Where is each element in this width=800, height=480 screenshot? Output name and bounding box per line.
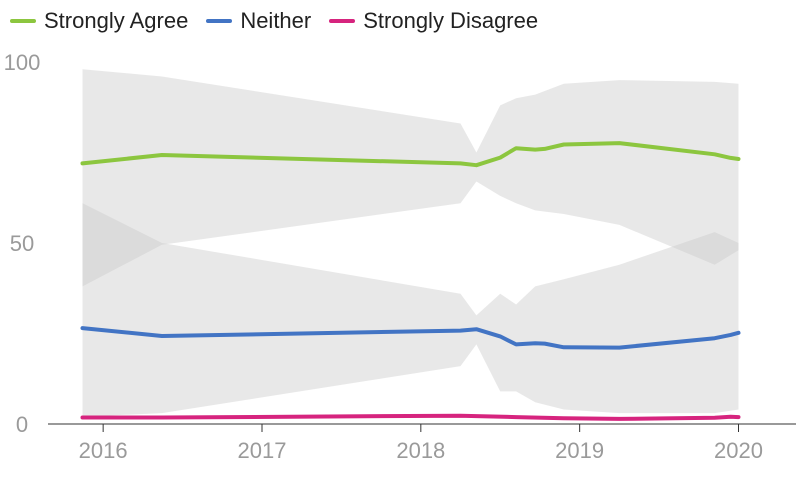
legend-label-strongly-disagree: Strongly Disagree bbox=[363, 8, 539, 33]
confidence-bands bbox=[82, 69, 739, 417]
legend-swatch-strongly-agree bbox=[10, 19, 36, 23]
y-tick-label: 50 bbox=[10, 231, 34, 256]
legend-swatch-neither bbox=[206, 19, 233, 23]
legend-item-neither[interactable]: Neither bbox=[206, 8, 311, 34]
y-tick-label: 100 bbox=[4, 50, 41, 75]
legend-swatch-strongly-disagree bbox=[329, 19, 356, 23]
band-neither bbox=[82, 203, 739, 417]
series-line-neither bbox=[80, 326, 741, 350]
x-tick-label: 2019 bbox=[555, 438, 604, 463]
legend: Strongly Agree Neither Strongly Disagree bbox=[10, 6, 538, 36]
x-tick-label: 2020 bbox=[714, 438, 763, 463]
axes: 0 50 100 2016 2017 2018 2019 2020 bbox=[4, 50, 796, 463]
legend-item-strongly-agree[interactable]: Strongly Agree bbox=[10, 8, 188, 34]
legend-label-neither: Neither bbox=[240, 8, 312, 33]
series-line-strongly-agree bbox=[80, 141, 741, 168]
band-strongly-agree bbox=[82, 69, 739, 287]
legend-item-strongly-disagree[interactable]: Strongly Disagree bbox=[329, 8, 538, 34]
x-tick-label: 2017 bbox=[238, 438, 287, 463]
legend-label-strongly-agree: Strongly Agree bbox=[44, 8, 189, 33]
series-lines bbox=[80, 141, 741, 421]
series-line-strongly-disagree bbox=[80, 413, 741, 421]
y-tick-label: 0 bbox=[16, 412, 28, 437]
x-tick-label: 2018 bbox=[396, 438, 445, 463]
x-tick-label: 2016 bbox=[79, 438, 128, 463]
